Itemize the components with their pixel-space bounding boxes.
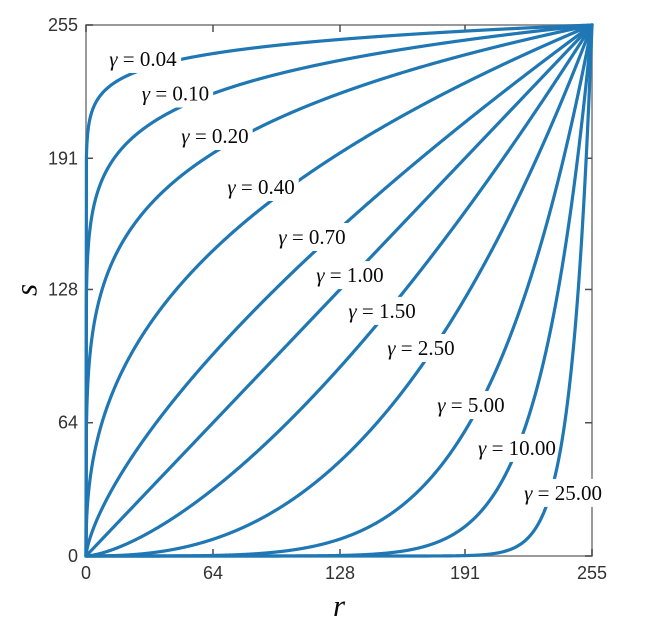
curve-label: γ = 1.50 <box>348 299 415 323</box>
curve-label: γ = 2.50 <box>387 336 454 360</box>
y-tick-label: 255 <box>48 15 78 35</box>
gamma-curve <box>84 23 594 558</box>
x-tick-label: 255 <box>577 563 607 583</box>
x-tick-label: 64 <box>203 563 223 583</box>
curve-label-background <box>520 478 606 507</box>
curve-label: γ = 1.00 <box>316 263 383 287</box>
curve-label-background <box>312 261 388 290</box>
curve-label-background <box>274 222 350 251</box>
x-tick-label: 128 <box>325 563 355 583</box>
y-tick-label: 191 <box>48 148 78 168</box>
curve-label: γ = 0.20 <box>181 124 248 148</box>
curve-label-background <box>383 333 459 362</box>
curve-label: γ = 0.40 <box>227 175 294 199</box>
y-tick-label: 64 <box>58 413 78 433</box>
curve-label: γ = 5.00 <box>437 393 504 417</box>
y-axis-label: s <box>8 283 44 297</box>
curve-label-background <box>105 44 182 73</box>
curve-label: γ = 0.04 <box>109 47 177 71</box>
curve-label: γ = 0.70 <box>278 225 345 249</box>
gamma-curve <box>84 23 594 558</box>
curve-label: γ = 25.00 <box>524 481 602 505</box>
curve-label: γ = 10.00 <box>478 436 556 460</box>
curve-label-background <box>137 79 214 108</box>
gamma-curve <box>84 23 594 558</box>
gamma-curve <box>84 23 594 558</box>
curve-label-background <box>474 433 560 462</box>
gamma-curve <box>84 23 594 558</box>
curve-label: γ = 0.10 <box>142 82 209 106</box>
y-tick-label: 0 <box>68 546 78 566</box>
gamma-curve <box>84 23 594 558</box>
curve-label-background <box>177 121 253 150</box>
x-axis-label: r <box>332 588 346 623</box>
y-tick-label: 128 <box>48 279 78 299</box>
x-tick-label: 0 <box>81 563 91 583</box>
curve-label-background <box>223 173 299 202</box>
x-tick-label: 191 <box>450 563 480 583</box>
curve-label-background <box>433 391 509 420</box>
gamma-curve <box>84 23 594 558</box>
curve-label-background <box>344 296 420 325</box>
